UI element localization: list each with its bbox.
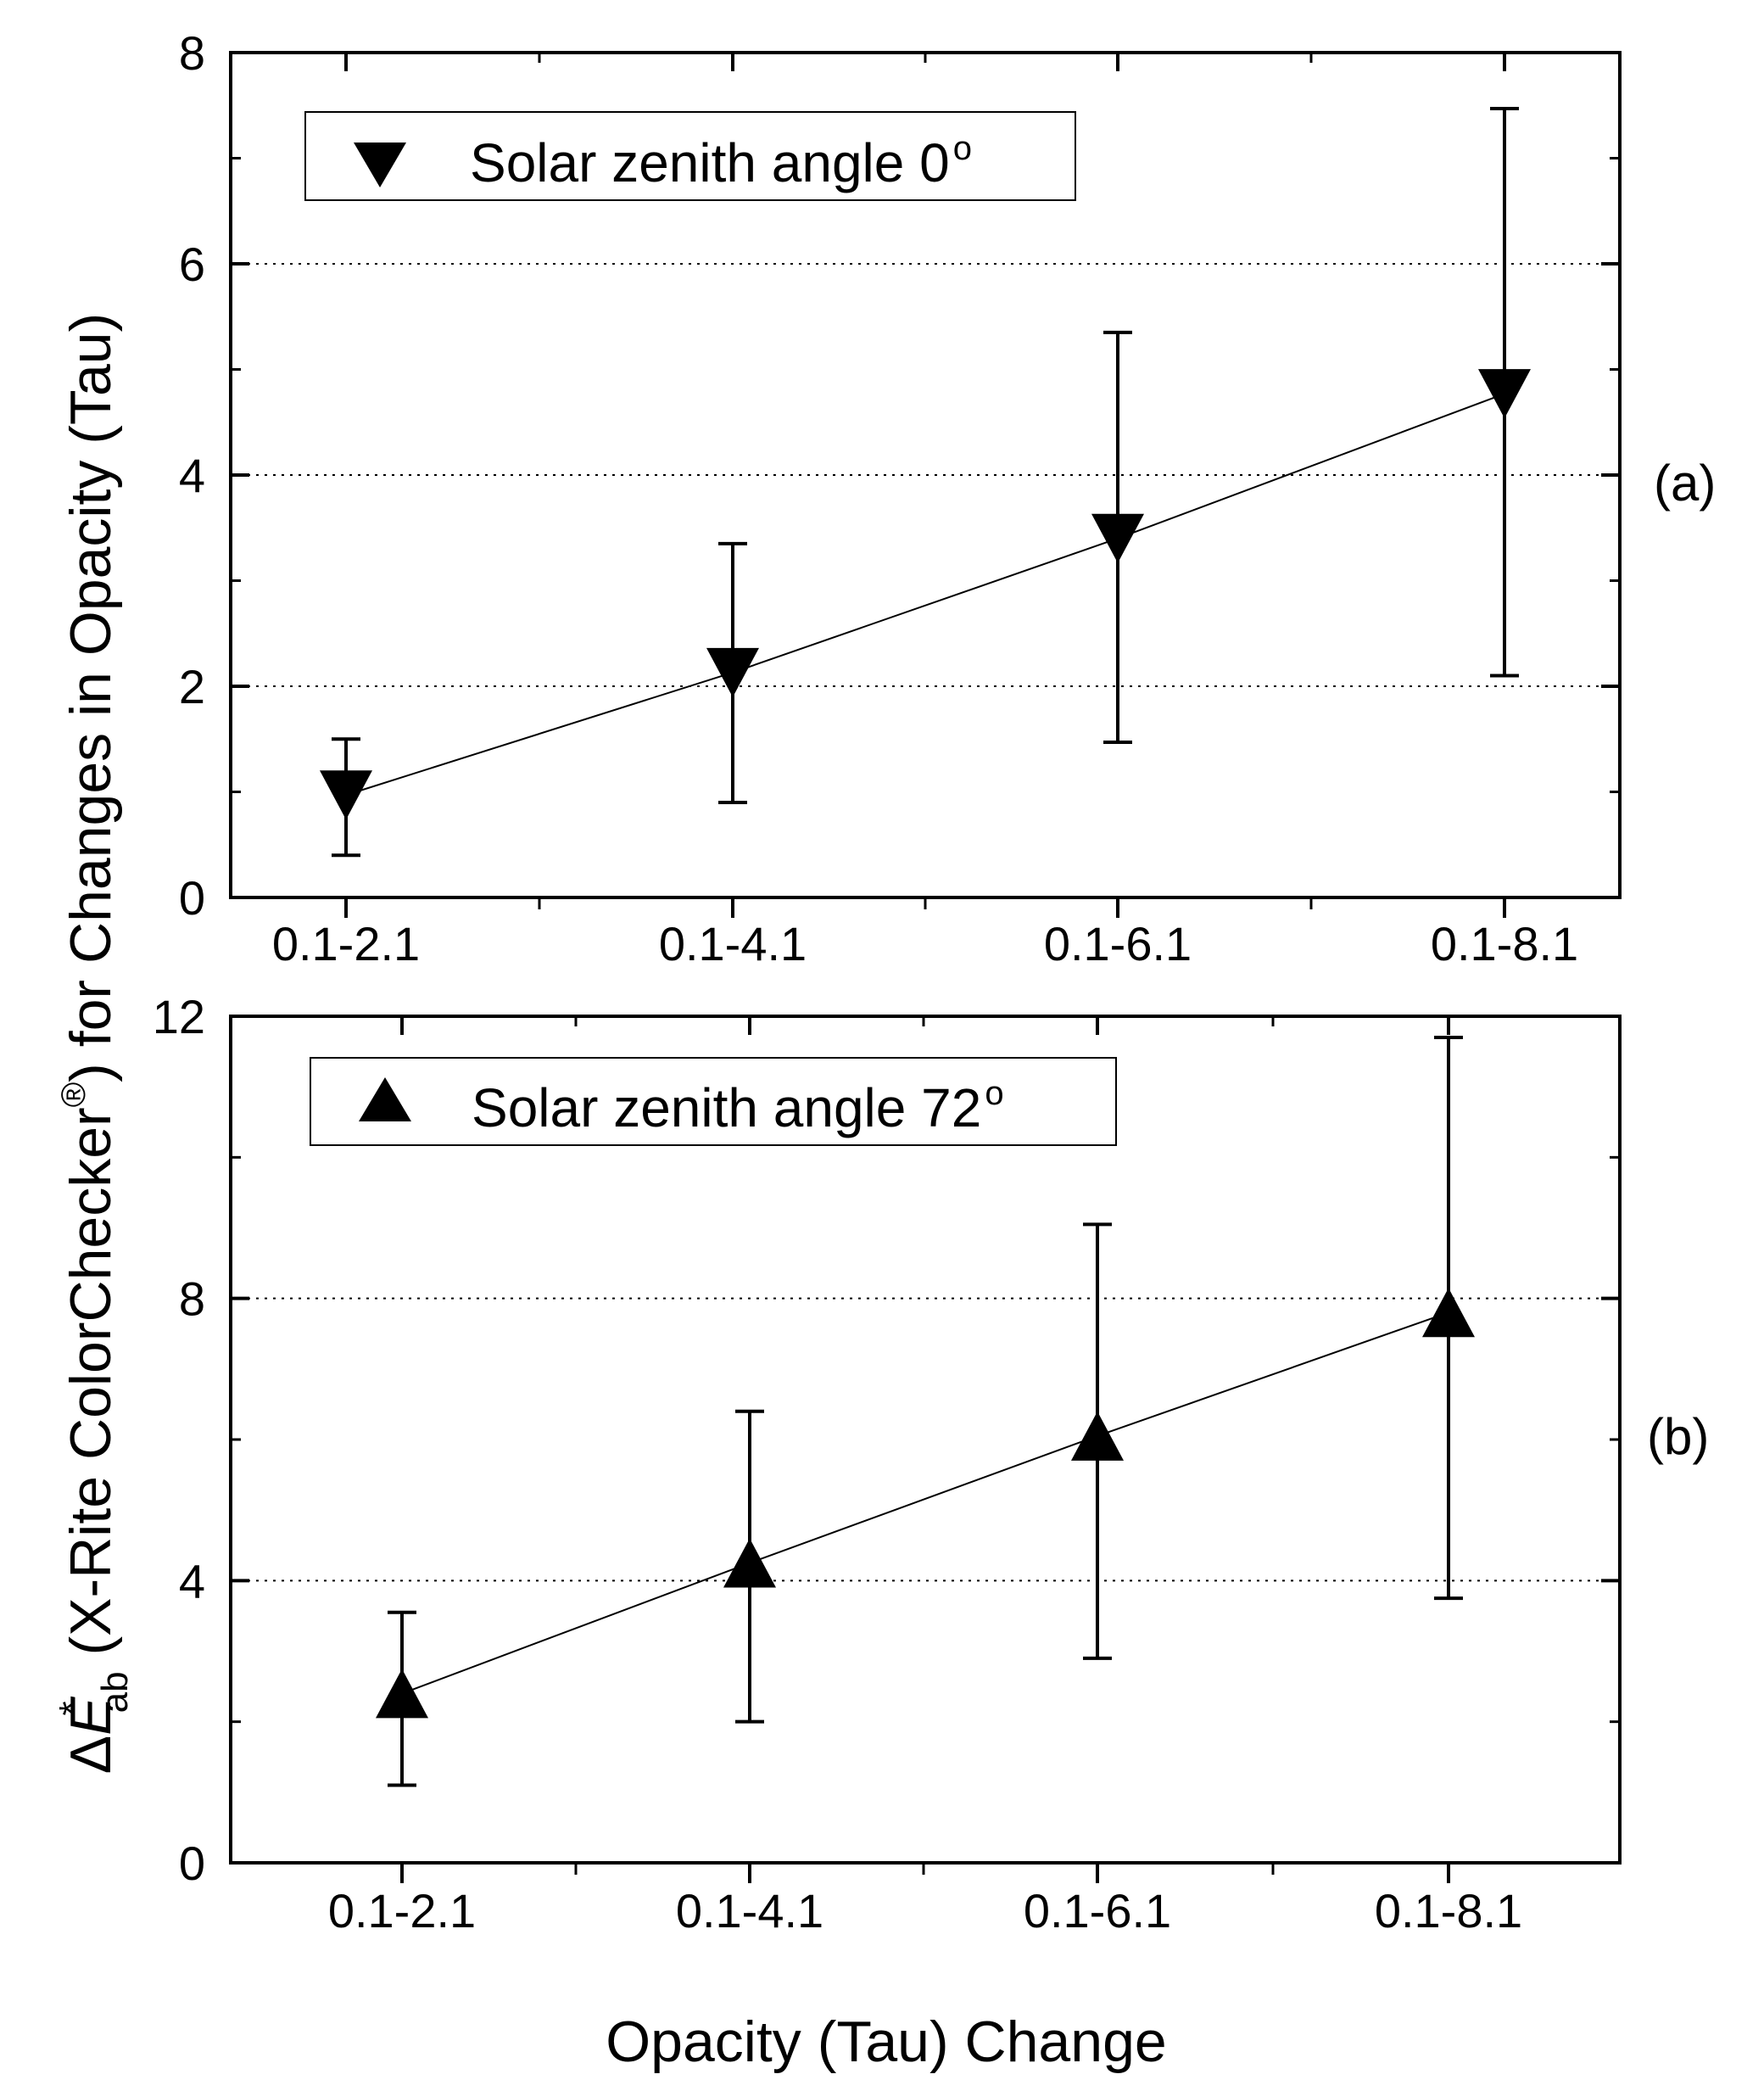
panel-b-legend: Solar zenith angle 72 o: [310, 1057, 1117, 1146]
y-axis-title-reg: ®: [55, 1082, 92, 1107]
panel-a-y-tick-label: 6: [179, 238, 205, 291]
panel-b-data-point: [376, 1669, 428, 1719]
panel-b-x-tick-label: 0.1-8.1: [1375, 1884, 1522, 1937]
panel-b-legend-superscript: o: [985, 1075, 1003, 1112]
panel-a-data-point: [706, 647, 759, 697]
panel-a-x-tick-label: 0.1-2.1: [272, 917, 420, 970]
panel-b-y-tick-label: 12: [153, 990, 205, 1043]
panel-a-x-tick-label: 0.1-8.1: [1431, 917, 1578, 970]
panel-a-y-tick-label: 4: [179, 449, 205, 502]
panel-b-data-point: [1422, 1288, 1475, 1338]
panel-b-series-line: [401, 1311, 1449, 1695]
panel-a-legend-marker: [354, 143, 406, 187]
panel-b-ticks: [231, 1015, 1620, 1883]
panel-a-y-tick-label: 2: [179, 660, 205, 713]
panel-a-data-point: [1091, 513, 1144, 563]
panel-a-data-point: [1478, 369, 1531, 419]
panel-a: 0 2 4 6 8 0.1-2.1 0.1-4.1 0.1-6.1 0.1-8.1 Solar …: [179, 26, 1717, 970]
panel-b-plot-frame: [229, 1015, 1622, 1865]
panel-b-data-point: [723, 1538, 776, 1588]
panel-b-legend-marker: [359, 1077, 411, 1121]
panel-a-x-tick-label: 0.1-4.1: [659, 917, 807, 970]
panel-a-plot-frame: [229, 51, 1622, 899]
panel-a-gridlines: [231, 263, 1620, 687]
panel-a-series: [320, 106, 1531, 858]
panel-a-tick-labels: 0 2 4 6 8 0.1-2.1 0.1-4.1 0.1-6.1 0.1-8.1: [179, 26, 1578, 970]
panel-b-y-tick-label: 4: [179, 1554, 205, 1607]
panel-b-y-tick-label: 8: [179, 1272, 205, 1326]
panel-a-y-tick-label: 0: [179, 871, 205, 925]
panel-a-label: (a): [1654, 455, 1716, 512]
panel-b-x-tick-label: 0.1-2.1: [328, 1884, 476, 1937]
panel-b-legend-box: [310, 1057, 1117, 1146]
panel-b-legend-label: Solar zenith angle 72 o: [472, 1075, 1004, 1138]
panel-b-gridlines: [231, 1297, 1620, 1582]
x-axis-title: Opacity (Tau) Change: [606, 2010, 1166, 2074]
panel-a-series-line: [345, 393, 1505, 797]
panel-b-y-tick-label: 0: [179, 1837, 205, 1890]
y-axis-title-tail: ) for Changes in Opacity (Tau): [59, 313, 123, 1082]
y-axis-title-delta: Δ: [59, 1736, 123, 1774]
panel-b-tick-labels: 0 4 8 12 0.1-2.1 0.1-4.1 0.1-6.1 0.1-8.1: [153, 990, 1522, 1937]
panel-b-x-tick-label: 0.1-4.1: [676, 1884, 823, 1937]
panel-a-y-tick-label: 8: [179, 26, 205, 80]
panel-b-x-tick-label: 0.1-6.1: [1024, 1884, 1171, 1937]
y-axis-title-main: (X-Rite ColorChecker: [59, 1107, 123, 1671]
panel-a-data-point: [320, 770, 372, 820]
panel-a-x-tick-label: 0.1-6.1: [1044, 917, 1192, 970]
panel-b-legend-text: Solar zenith angle 72: [472, 1077, 981, 1138]
panel-a-legend-text: Solar zenith angle 0: [470, 132, 950, 193]
panel-b-data-point: [1071, 1411, 1124, 1461]
y-axis-title-star: *: [52, 1701, 93, 1715]
panel-b-series: [376, 1035, 1475, 1787]
panel-a-legend-superscript: o: [953, 130, 972, 167]
panel-b: 0 4 8 12 0.1-2.1 0.1-4.1 0.1-6.1 0.1-8.1 Solar …: [153, 990, 1710, 1937]
y-axis-title: ΔE*ab (X-Rite ColorChecker®) for Changes…: [52, 313, 136, 1774]
panel-b-label: (b): [1647, 1408, 1709, 1465]
y-axis-title-e: E: [59, 1697, 123, 1736]
y-axis-title-sub: ab: [94, 1671, 136, 1713]
panel-a-legend-box: [304, 111, 1076, 201]
